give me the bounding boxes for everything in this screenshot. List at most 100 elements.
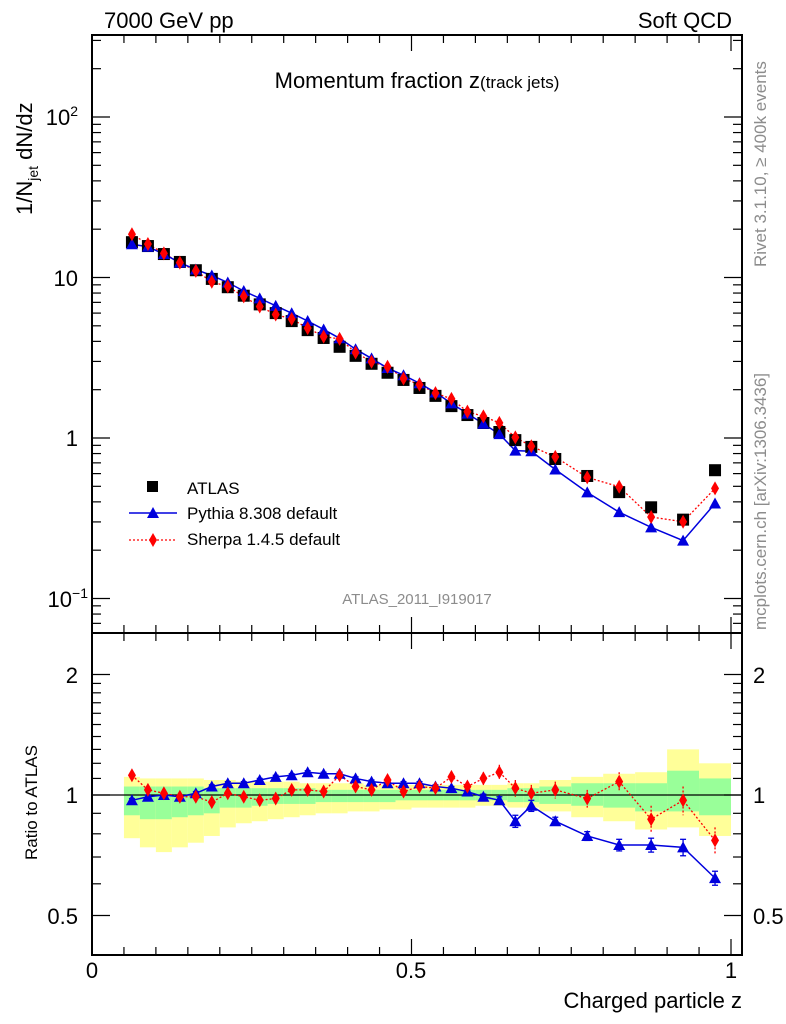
pythia-ratio-point [645,839,658,851]
sherpa-data-point [495,415,504,430]
sherpa-ratio-point [615,774,624,789]
sherpa-ratio-point [463,779,472,794]
category-label: Soft QCD [638,8,732,33]
x-tick-label-0: 0 [86,958,98,983]
sherpa-data-point [351,345,360,360]
x-tick-labels: 0 0.5 1 [86,958,737,983]
sherpa-data-point [431,386,440,401]
inner-band-bin [699,778,731,816]
pythia-data-point [549,463,562,475]
ratio-axis-label: Ratio to ATLAS [22,745,41,860]
atlas-data-point [333,340,346,353]
pythia-ratio-point [397,777,410,789]
sherpa-data-point [479,409,488,424]
pythia-ratio-point [581,829,594,841]
pythia-data-point [677,534,690,546]
pythia-ratio-point [445,782,458,794]
pythia-ratio-point [477,790,490,802]
legend: ATLAS Pythia 8.308 default Sherpa 1.4.5 … [129,479,340,549]
sherpa-data-point [159,246,168,261]
analysis-id: ATLAS_2011_I919017 [342,591,492,608]
legend-sherpa-marker [149,533,157,547]
pythia-ratio-point [285,769,298,781]
sherpa-data-point [303,321,312,336]
data-marks [125,227,722,886]
sherpa-ratio-point [679,793,688,808]
sherpa-ratio-point [511,781,520,796]
sherpa-data-point [175,255,184,270]
ratio-frame [91,632,743,956]
sherpa-data-point [127,227,136,242]
sherpa-ratio-point [351,779,360,794]
sherpa-data-point [463,404,472,419]
sherpa-ratio-point [367,782,376,797]
pythia-ratio-point [549,815,562,827]
sherpa-ratio-point [287,782,296,797]
y-axis-label: 1/Njet dN/dz [12,102,41,215]
sherpa-ratio-point [127,768,136,783]
ratio-tick-label-0.5: 0.5 [47,904,78,929]
sherpa-ratio-line [131,771,716,841]
sherpa-data-point [711,481,720,496]
pythia-ratio-point [221,777,234,789]
sherpa-data-point [415,377,424,392]
pythia-ratio-point [677,841,690,853]
x-tick-label-1: 1 [725,958,737,983]
legend-sherpa-label: Sherpa 1.4.5 default [187,530,340,549]
pythia-ratio-point [253,774,266,786]
ratio-tick-label-2-right: 2 [753,663,765,688]
sherpa-ratio-point [583,791,592,806]
sherpa-data-point [367,354,376,369]
ratio-tick-labels: 2 1 0.5 2 1 0.5 [47,663,783,929]
pythia-ratio-point [525,799,538,811]
x-tick-label-0.5: 0.5 [396,958,427,983]
ylabel-tail: dN/dz [12,102,37,166]
y-tick-label-1: 1 [66,426,78,451]
sherpa-ratio-point [431,781,440,796]
ylabel-sub: jet [25,166,41,182]
sherpa-ratio-point [191,789,200,804]
sherpa-data-point [255,299,264,314]
sherpa-ratio-point [527,786,536,801]
inner-band-bin [379,789,396,803]
legend-pythia-marker [147,507,159,518]
pythia-data-point [581,486,594,498]
ratio-tick-label-1: 1 [66,783,78,808]
pythia-ratio-point [269,770,282,782]
sherpa-ratio-point [711,833,720,848]
plot-title: Momentum fraction z(track jets) [275,68,560,93]
pythia-ratio-point [205,780,218,792]
sherpa-ratio-point [415,779,424,794]
sherpa-ratio-point [143,782,152,797]
sherpa-data-point [551,449,560,464]
pythia-ratio-point [237,777,250,789]
sherpa-ratio-point [271,791,280,806]
sherpa-ratio-point [383,773,392,788]
sherpa-ratio-point [303,782,312,797]
pythia-data-point [645,521,658,533]
sherpa-ratio-point [207,795,216,810]
sherpa-ratio-point [175,789,184,804]
y-tick-labels: 102 10 1 10−1 [46,103,88,612]
pythia-data-point [301,314,314,326]
pythia-ratio-point [349,772,362,784]
sherpa-ratio-point [479,771,488,786]
ratio-tick-label-0.5-right: 0.5 [753,904,784,929]
pythia-data-point [613,506,626,518]
pythia-data-point [269,299,282,311]
pythia-data-point [253,292,266,304]
sherpa-data-point [239,289,248,304]
sherpa-ratio-point [319,784,328,799]
y-tick-label-0.1: 10−1 [48,585,89,612]
inner-band-bin [347,789,364,803]
energy-label: 7000 GeV pp [104,8,234,33]
ratio-tick-label-1-right: 1 [753,783,765,808]
y-tick-label-10: 10 [54,266,78,291]
sherpa-ratio-point [551,782,560,797]
sherpa-ratio-point [495,765,504,780]
pythia-ratio-point [709,872,722,884]
sherpa-data-point [335,331,344,346]
pythia-ratio-point [493,794,506,806]
sherpa-data-point [447,391,456,406]
